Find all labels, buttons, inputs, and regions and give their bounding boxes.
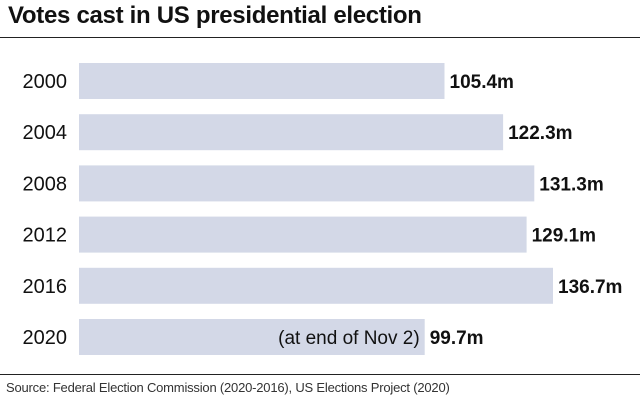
value-label-2004: 122.3m [508, 123, 572, 144]
category-label-2012: 2012 [23, 225, 68, 247]
value-label-2020: 99.7m [430, 328, 484, 349]
value-label-2000: 105.4m [450, 72, 514, 93]
value-label-2008: 131.3m [539, 174, 603, 195]
source-note: Source: Federal Election Commission (202… [6, 380, 450, 395]
bar-chart: 2000 105.4m 2004 122.3m 2008 131.3m 2012 129.1m… [23, 63, 622, 355]
value-label-2012: 129.1m [532, 226, 596, 247]
bar-2004 [79, 114, 504, 151]
category-label-2020: 2020 [23, 327, 68, 349]
category-label-2016: 2016 [23, 276, 68, 298]
category-label-2008: 2008 [23, 173, 68, 195]
source-divider [0, 374, 640, 375]
bar-2016 [79, 267, 553, 304]
bar-2008 [79, 165, 535, 202]
category-label-2000: 2000 [23, 71, 68, 93]
title-divider [0, 37, 640, 38]
chart-title: Votes cast in US presidential election [8, 2, 422, 29]
category-label-2004: 2004 [23, 122, 68, 144]
bar-2012 [79, 216, 527, 253]
bar-2020 [79, 319, 425, 355]
value-label-2016: 136.7m [558, 277, 622, 298]
annotation-2020: (at end of Nov 2) [278, 328, 420, 349]
bar-2000 [79, 63, 445, 99]
